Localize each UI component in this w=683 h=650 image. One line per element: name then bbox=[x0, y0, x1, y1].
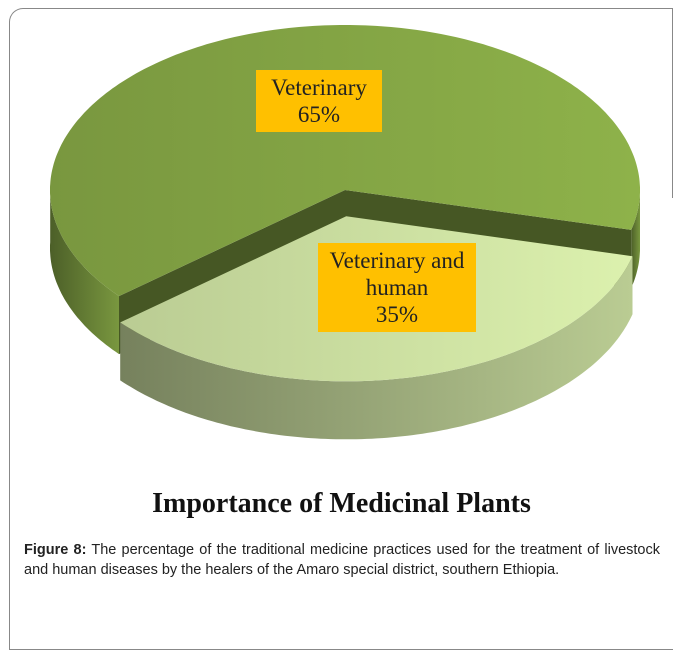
caption: Figure 8: The percentage of the traditio… bbox=[24, 540, 660, 580]
caption-label: Figure 8: bbox=[24, 542, 87, 558]
label-value: 35% bbox=[375, 302, 419, 327]
page: Veterinary 65% Veterinary and human 35% … bbox=[9, 8, 673, 650]
slice-label: Veterinary 65% bbox=[256, 70, 382, 132]
chart-title: Importance of Medicinal Plants bbox=[152, 488, 531, 519]
caption-text: The percentage of the traditional medici… bbox=[24, 542, 660, 578]
chart bbox=[50, 25, 640, 440]
slice-label: Veterinary and human 35% bbox=[318, 243, 476, 332]
label-text: Veterinary bbox=[271, 75, 367, 100]
label-value: 65% bbox=[297, 102, 341, 127]
slice-wall bbox=[120, 256, 633, 440]
pie-slice bbox=[50, 25, 640, 297]
slice-wall bbox=[631, 187, 640, 288]
slice-wall bbox=[50, 184, 119, 355]
label-text: Veterinary and human bbox=[329, 248, 465, 300]
frame bbox=[672, 8, 673, 198]
